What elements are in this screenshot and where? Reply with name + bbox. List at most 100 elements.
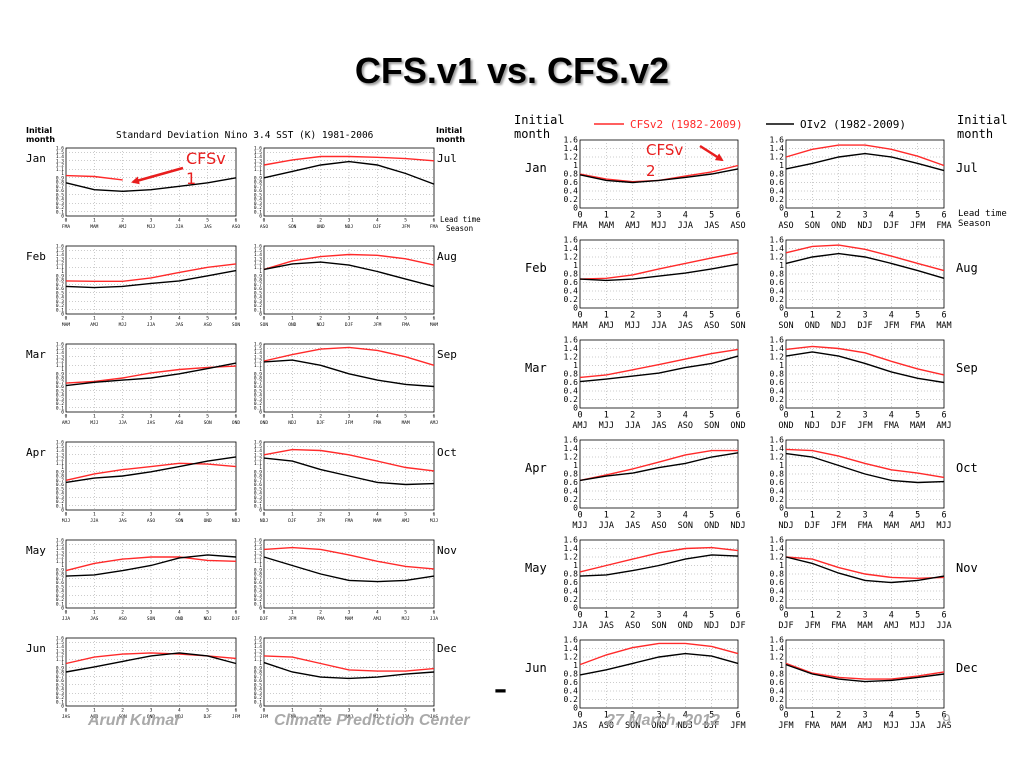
y-tick-label: 0.9	[254, 567, 262, 573]
season-label: DJF	[345, 322, 353, 328]
season-label: JJA	[402, 714, 410, 720]
series-line-cfsv1	[65, 174, 123, 181]
y-tick-label: 1.4	[56, 154, 64, 160]
season-label: AMJ	[345, 714, 353, 720]
season-label: FMA	[317, 616, 325, 622]
lead-tick-label: 0	[577, 611, 582, 621]
season-label: NDJ	[805, 421, 820, 431]
y-tick-label: 0.3	[56, 299, 64, 305]
lead-tick-label: 2	[121, 708, 124, 714]
lead-tick-label: 2	[630, 711, 635, 721]
y-tick-label: 0.1	[254, 503, 262, 509]
y-tick-label: 0	[573, 304, 578, 313]
y-tick-label: 1.6	[56, 440, 64, 446]
lead-tick-label: 5	[915, 711, 920, 721]
series-line-cfsv2	[579, 546, 739, 573]
y-tick-label: 0.9	[254, 469, 262, 475]
y-tick-label: 0.5	[56, 290, 64, 296]
y-tick-label: 0.2	[254, 597, 262, 603]
series-line-obs	[579, 263, 739, 282]
lead-tick-label: 3	[348, 512, 351, 518]
initial-month-header: Initial	[26, 126, 52, 135]
lead-tick-label: 3	[862, 611, 867, 621]
series-line-cfsv1	[65, 263, 237, 282]
y-tick-label: 1.4	[254, 252, 262, 258]
series-line-obs	[785, 452, 945, 484]
y-tick-label: 0.7	[56, 282, 64, 288]
lead-tick-label: 4	[889, 711, 894, 721]
y-tick-label: 1	[573, 561, 578, 570]
stray-dash: –	[494, 675, 507, 705]
y-tick-label: 1.1	[56, 657, 64, 663]
y-tick-label: 0.9	[254, 273, 262, 279]
panel-left-sep: 00.10.20.30.40.50.60.70.80.911.11.21.31.…	[254, 342, 457, 427]
y-tick-label: 0.6	[770, 478, 785, 487]
panel-left-dec: 00.10.20.30.40.50.60.70.80.911.11.21.31.…	[254, 636, 457, 721]
y-tick-label: 0.8	[254, 670, 262, 676]
lead-tick-label: 1	[604, 411, 609, 421]
season-label: FMA	[831, 621, 846, 631]
lead-tick-label: 2	[319, 512, 322, 518]
season-label: JJA	[430, 616, 438, 622]
lead-tick-label: 2	[319, 610, 322, 616]
lead-tick-label: 1	[291, 316, 294, 322]
y-tick-label: 1	[259, 367, 262, 373]
y-tick-label: 0.4	[56, 491, 64, 497]
y-tick-label: 0.9	[254, 665, 262, 671]
lead-tick-label: 0	[783, 711, 788, 721]
y-tick-label: 1.3	[56, 550, 64, 556]
decorations: –	[494, 675, 507, 705]
season-label: SON	[204, 420, 212, 426]
season-label: AMJ	[119, 224, 127, 230]
right-figure: 00.20.40.60.811.21.41.60FMA1MAM2AMJ3MJJ4…	[514, 113, 1008, 731]
footer-organization: Climate Prediction Center	[274, 712, 470, 729]
season-label: AMJ	[910, 521, 925, 531]
lead-tick-label: 5	[404, 316, 407, 322]
initial-month-label: Jan	[26, 152, 46, 165]
y-tick-label: 0.1	[56, 601, 64, 607]
panel-left-feb: 00.10.20.30.40.50.60.70.80.911.11.21.31.…	[26, 244, 240, 329]
season-label: MJJ	[625, 321, 640, 331]
season-label: MAM	[884, 521, 899, 531]
season-label: JFM	[345, 420, 353, 426]
y-tick-label: 1	[779, 261, 784, 270]
y-tick-label: 1	[573, 461, 578, 470]
series-line-cfsv1	[263, 655, 435, 672]
y-tick-label: 0	[573, 204, 578, 213]
panel-left-aug: 00.10.20.30.40.50.60.70.80.911.11.21.31.…	[254, 244, 457, 329]
series-line-obs	[785, 252, 945, 279]
y-tick-label: 0.2	[254, 695, 262, 701]
y-tick-label: 0.2	[254, 205, 262, 211]
initial-month-label: Aug	[437, 250, 457, 263]
y-tick-label: 0.4	[564, 487, 579, 496]
lead-tick-label: 5	[915, 411, 920, 421]
season-label: SON	[147, 616, 155, 622]
lead-tick-label: 1	[93, 414, 96, 420]
lead-tick-label: 5	[404, 414, 407, 420]
lead-tick-label: 5	[915, 511, 920, 521]
season-label: MJJ	[119, 322, 127, 328]
lead-tick-label: 6	[941, 711, 946, 721]
y-tick-label: 0.6	[564, 178, 579, 187]
y-tick-label: 1.6	[564, 636, 579, 645]
lead-tick-label: 4	[889, 411, 894, 421]
y-tick-label: 0.5	[254, 290, 262, 296]
y-tick-label: 1.2	[56, 457, 64, 463]
y-tick-label: 0.1	[56, 503, 64, 509]
y-tick-label: 1	[573, 661, 578, 670]
y-tick-label: 0.8	[564, 370, 579, 379]
lead-tick-label: 5	[915, 611, 920, 621]
lead-tick-label: 0	[263, 414, 266, 420]
series-line-cfsv2	[785, 448, 945, 479]
y-tick-label: 0.1	[254, 307, 262, 313]
lead-tick-label: 3	[348, 316, 351, 322]
season-label: JFM	[232, 714, 240, 720]
y-tick-label: 0	[573, 704, 578, 713]
y-tick-label: 0.6	[770, 178, 785, 187]
series-line-obs	[65, 269, 237, 289]
y-tick-label: 0.2	[564, 595, 579, 604]
lead-tick-label: 0	[65, 512, 68, 518]
y-tick-label: 0	[573, 504, 578, 513]
y-tick-label: 0.8	[56, 670, 64, 676]
season-label: JJA	[625, 421, 640, 431]
